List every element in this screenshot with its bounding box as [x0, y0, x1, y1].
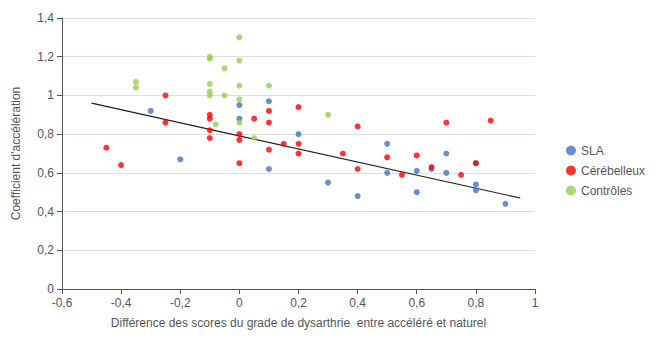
svg-text:-0,6: -0,6: [52, 296, 73, 310]
svg-text:0,4: 0,4: [37, 205, 54, 219]
svg-text:0,2: 0,2: [290, 296, 307, 310]
svg-text:Coefficient d'accélération: Coefficient d'accélération: [9, 87, 23, 220]
svg-text:0: 0: [236, 296, 243, 310]
svg-text:Cérébelleux: Cérébelleux: [581, 164, 645, 178]
svg-text:1: 1: [47, 88, 54, 102]
svg-text:0,6: 0,6: [37, 166, 54, 180]
svg-text:0,8: 0,8: [468, 296, 485, 310]
svg-text:Contrôles: Contrôles: [581, 184, 632, 198]
svg-text:0,6: 0,6: [408, 296, 425, 310]
svg-text:-0,2: -0,2: [170, 296, 191, 310]
svg-text:1,2: 1,2: [37, 50, 54, 64]
svg-text:Différence des scores du grade: Différence des scores du grade de dysart…: [111, 316, 486, 330]
svg-text:-0,4: -0,4: [111, 296, 132, 310]
svg-text:SLA: SLA: [581, 144, 604, 158]
svg-text:1: 1: [532, 296, 539, 310]
svg-text:0,2: 0,2: [37, 243, 54, 257]
svg-text:1,4: 1,4: [37, 11, 54, 25]
svg-text:0: 0: [47, 282, 54, 296]
svg-text:0,8: 0,8: [37, 127, 54, 141]
svg-text:0,4: 0,4: [349, 296, 366, 310]
